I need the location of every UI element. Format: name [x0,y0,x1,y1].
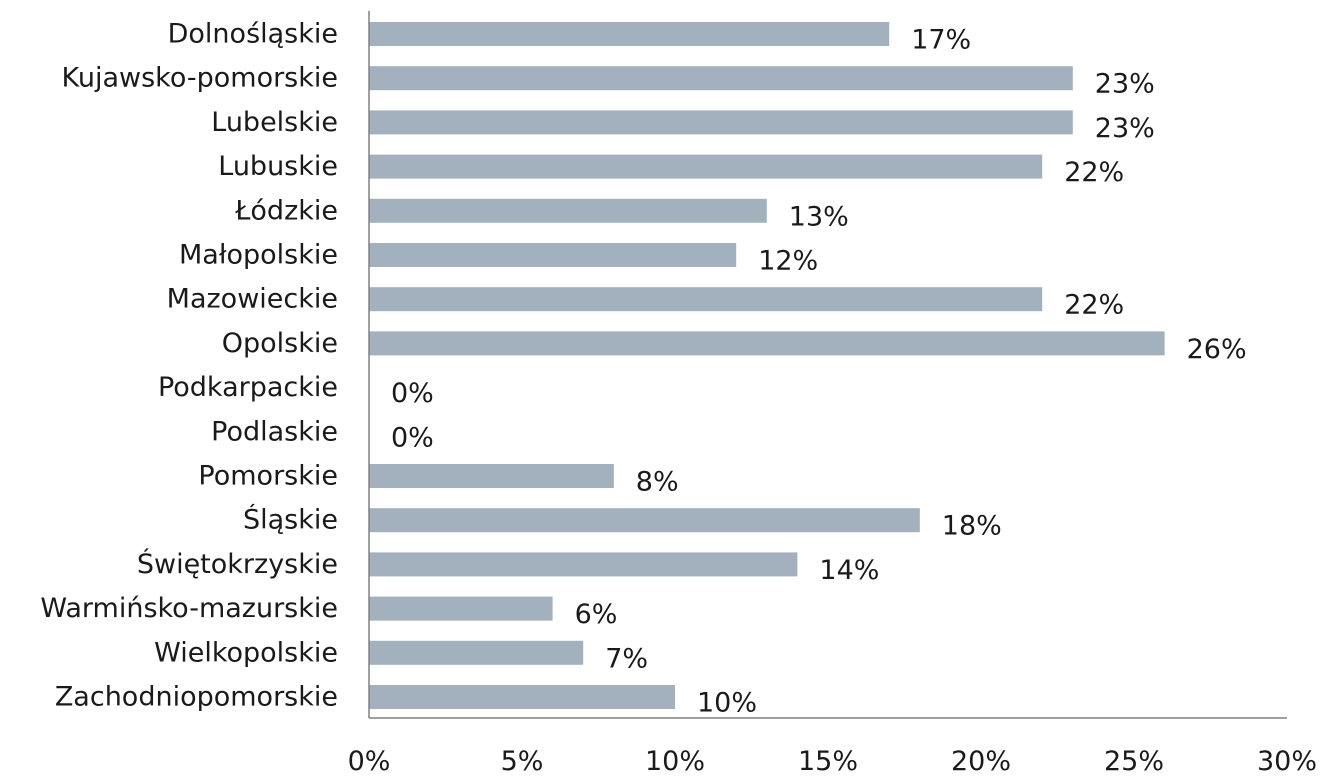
bar-lubuskie [369,154,1043,179]
category-label-slaskie: Śląskie [243,504,338,536]
category-label-warminsko-mazurskie: Warmińsko-mazurskie [40,593,338,624]
x-tick-label-10: 10% [645,746,705,777]
data-label-podkarpackie: 0% [391,378,434,409]
data-label-zachodniopomorskie: 10% [697,688,757,719]
data-label-dolnoslaskie: 17% [911,25,971,56]
category-labels: Dolnośląskie Kujawsko-pomorskie Lubelskie L… [40,19,338,713]
bar-swietokrzyskie [369,552,798,577]
data-label-swietokrzyskie: 14% [819,555,879,586]
category-label-kujawsko-pomorskie: Kujawsko-pomorskie [62,63,339,94]
category-label-swietokrzyskie: Świętokrzyskie [137,548,338,580]
category-label-malopolskie: Małopolskie [179,240,338,271]
bar-pomorskie [369,464,614,488]
category-label-zachodniopomorskie: Zachodniopomorskie [55,682,338,713]
category-label-lubelskie: Lubelskie [211,107,338,138]
data-label-wielkopolskie: 7% [605,643,648,674]
data-label-warminsko-mazurskie: 6% [575,599,618,630]
axes [368,11,1287,719]
x-tick-label-30: 30% [1257,746,1317,777]
category-label-lubuskie: Lubuskie [218,151,338,182]
x-tick-label-0: 0% [348,746,391,777]
data-label-podlaskie: 0% [391,422,434,453]
x-tick-label-20: 20% [951,746,1011,777]
data-labels: 17% 23% 23% 22% 13% 12% 22% 26% 0% 0% 8% 18% 14% 6% 7%… [391,25,1247,719]
data-label-lubuskie: 22% [1064,157,1124,188]
data-label-opolskie: 26% [1187,334,1247,365]
bar-malopolskie [369,243,737,267]
category-label-wielkopolskie: Wielkopolskie [154,637,338,668]
bar-lodzkie [369,198,767,223]
category-label-podkarpackie: Podkarpackie [158,372,338,403]
category-label-lodzkie: Łódzkie [234,195,338,226]
x-tick-label-5: 5% [501,746,544,777]
x-tick-labels: 0% 5% 10% 15% 20% 25% 30% [348,746,1317,777]
x-tick-label-15: 15% [798,746,858,777]
data-label-mazowieckie: 22% [1064,290,1124,321]
bar-warminsko-mazurskie [369,596,553,621]
data-label-pomorskie: 8% [636,467,679,498]
bar-kujawsko-pomorskie [369,66,1073,91]
bar-slaskie [369,508,920,533]
bar-mazowieckie [369,287,1043,312]
category-label-opolskie: Opolskie [222,328,338,359]
x-tick-label-25: 25% [1104,746,1164,777]
bar-lubelskie [369,110,1073,135]
category-label-podlaskie: Podlaskie [211,416,338,447]
data-label-lodzkie: 13% [789,201,849,232]
data-label-lubelskie: 23% [1095,113,1155,144]
bars-group [369,22,1165,709]
data-label-slaskie: 18% [942,511,1002,542]
data-label-kujawsko-pomorskie: 23% [1095,69,1155,100]
category-label-dolnoslaskie: Dolnośląskie [168,19,338,50]
bar-opolskie [369,331,1165,356]
bar-zachodniopomorskie [369,685,675,709]
bar-wielkopolskie [369,640,584,665]
category-label-pomorskie: Pomorskie [198,461,338,492]
data-label-malopolskie: 12% [758,246,818,277]
bar-dolnoslaskie [369,22,890,46]
category-label-mazowieckie: Mazowieckie [167,284,338,315]
